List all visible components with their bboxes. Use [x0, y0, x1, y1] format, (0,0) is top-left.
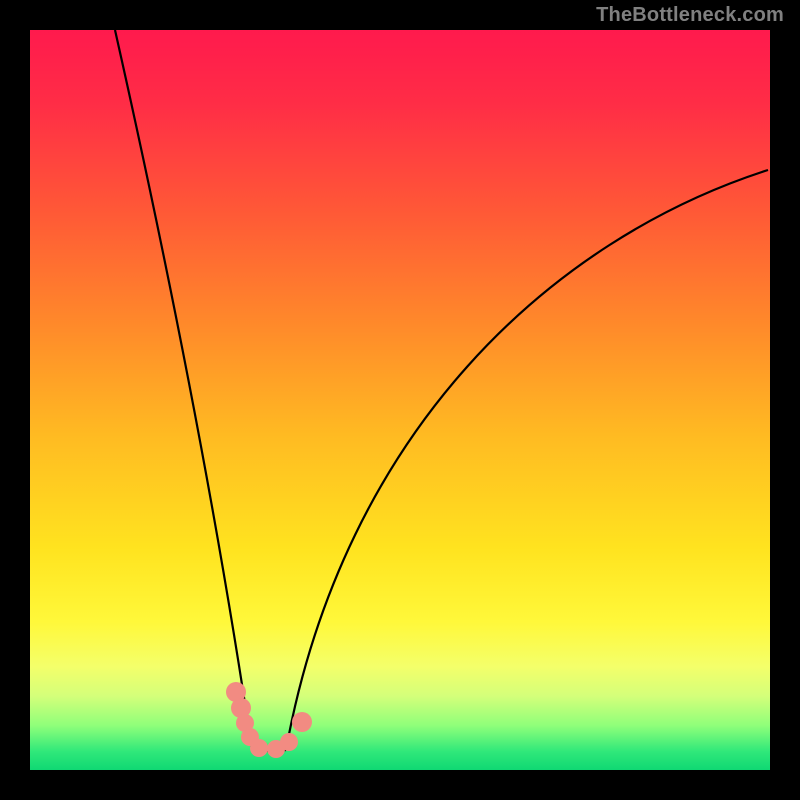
data-marker: [292, 712, 312, 732]
bottleneck-chart-svg: [30, 30, 770, 770]
gradient-background: [30, 30, 770, 770]
chart-canvas: TheBottleneck.com: [0, 0, 800, 800]
plot-area: [30, 30, 770, 770]
data-marker: [250, 739, 268, 757]
watermark-text: TheBottleneck.com: [596, 4, 784, 27]
data-marker: [280, 733, 298, 751]
